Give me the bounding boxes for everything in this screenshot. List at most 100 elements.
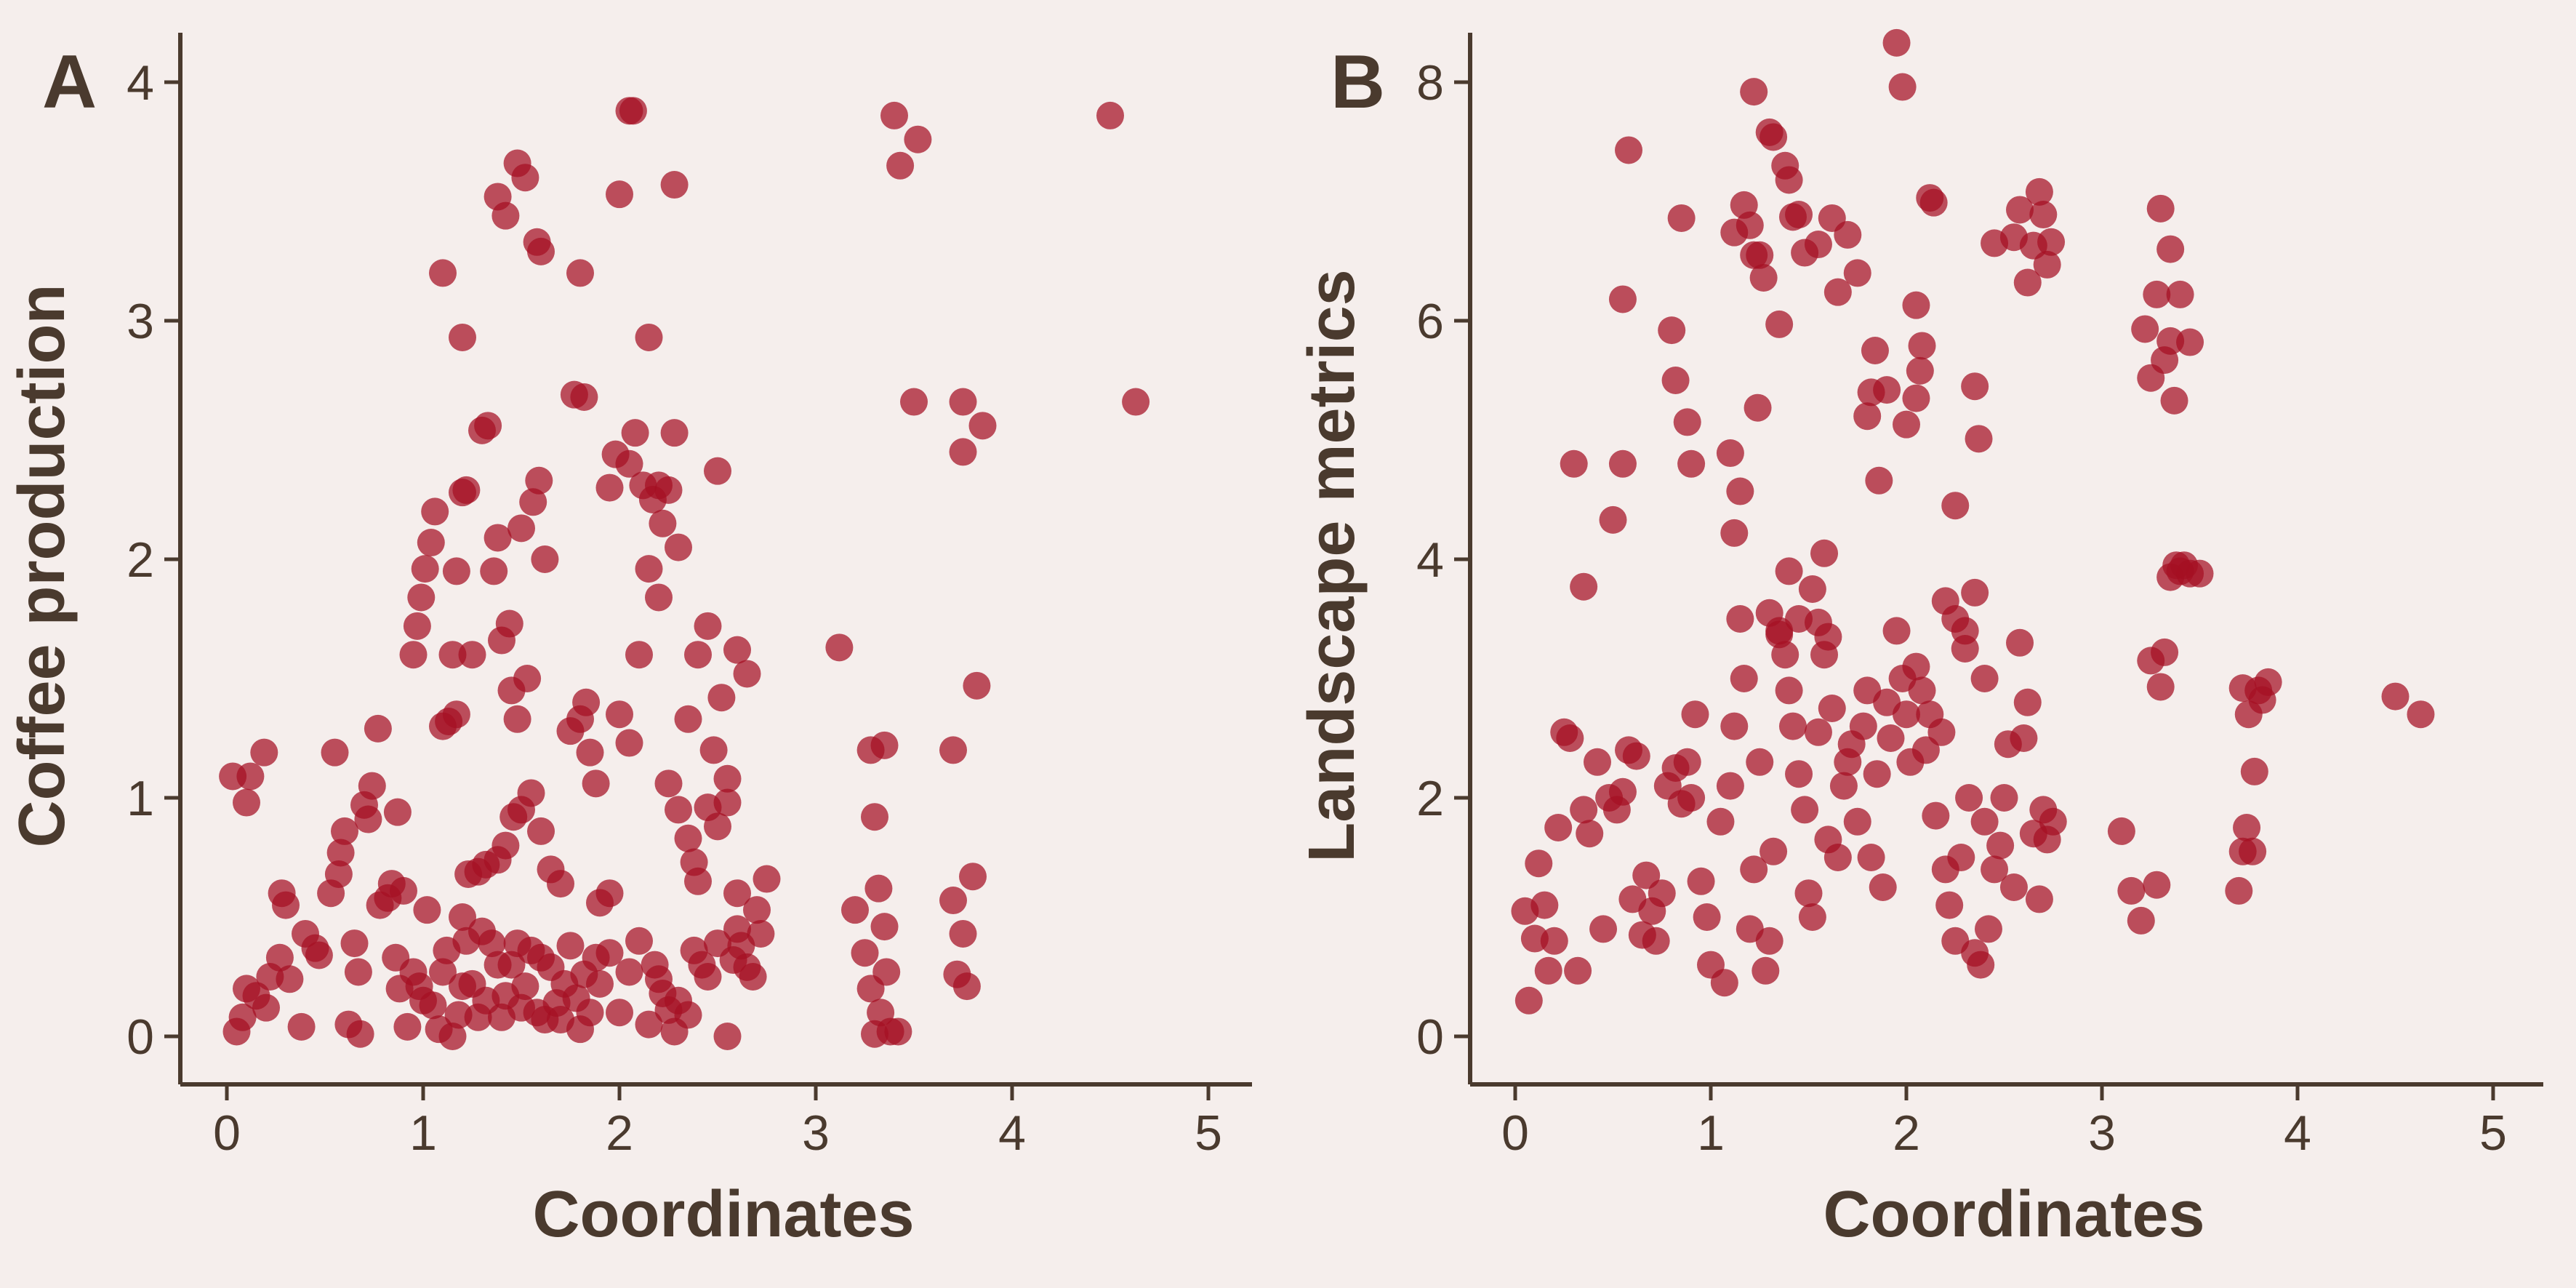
data-point [1765, 620, 1794, 649]
x-axis-title: Coordinates [1823, 1178, 2204, 1251]
data-point [2160, 386, 2188, 415]
x-tick-label: 1 [409, 1105, 437, 1161]
data-point [1530, 891, 1559, 919]
data-point [2117, 876, 2146, 905]
data-point [1843, 807, 1871, 836]
data-point [1823, 278, 1852, 306]
data-point [704, 457, 731, 485]
data-point [566, 259, 594, 287]
data-point [358, 772, 386, 800]
data-point [2146, 194, 2175, 223]
data-point [2186, 559, 2214, 588]
data-point [1857, 844, 1885, 871]
data-point [606, 999, 633, 1027]
data-point [1981, 855, 2009, 884]
data-point [1716, 772, 1744, 800]
data-point [2166, 280, 2194, 308]
data-point [2025, 177, 2053, 206]
data-point [1775, 676, 1803, 705]
data-point [674, 705, 702, 733]
data-point [576, 999, 604, 1027]
data-point [503, 705, 531, 733]
data-point [1941, 605, 1970, 633]
data-point [272, 891, 300, 919]
data-point [939, 887, 967, 915]
data-point [665, 796, 692, 824]
data-point [1720, 712, 1749, 740]
y-tick-label: 6 [1416, 294, 1444, 349]
data-point [1648, 879, 1676, 908]
data-point [1677, 784, 1706, 812]
x-tick-label: 3 [2088, 1105, 2116, 1161]
data-point [340, 929, 369, 958]
data-point [952, 972, 981, 1001]
data-point [1740, 78, 1768, 106]
data-point [1778, 712, 1807, 740]
data-point [1818, 695, 1846, 722]
data-point [707, 684, 736, 712]
data-point [480, 557, 508, 585]
data-point [2176, 328, 2204, 356]
data-point [1955, 784, 1983, 812]
data-point [2127, 906, 2155, 935]
data-point [1865, 466, 1893, 495]
x-tick-label: 5 [1195, 1105, 1222, 1161]
data-point [1608, 285, 1637, 313]
data-point [694, 612, 722, 640]
data-point [233, 788, 260, 817]
data-point [1893, 410, 1920, 439]
data-point [1681, 700, 1709, 729]
data-point [474, 412, 502, 440]
data-point [407, 583, 436, 612]
data-point [870, 913, 899, 941]
data-point [442, 700, 470, 729]
data-point [2107, 817, 2135, 845]
data-point [399, 641, 428, 669]
data-point [1608, 449, 1637, 478]
data-point [429, 259, 457, 287]
data-point [586, 969, 614, 998]
data-point [511, 164, 539, 192]
data-point [1589, 915, 1618, 943]
data-point [904, 125, 932, 153]
data-point [2039, 807, 2067, 836]
data-point [713, 1023, 742, 1050]
data-point [694, 963, 722, 991]
data-point [495, 609, 523, 638]
data-point [2033, 250, 2061, 279]
data-point [1902, 384, 1930, 412]
data-point [411, 555, 439, 583]
data-point [743, 896, 771, 924]
data-point [1922, 801, 1950, 830]
data-point [438, 1023, 467, 1050]
data-point [1760, 123, 1788, 151]
data-point [713, 764, 742, 793]
data-point [1849, 712, 1877, 740]
data-point [2013, 688, 2042, 716]
data-point [1834, 220, 1862, 249]
data-point [2225, 876, 2253, 905]
data-point [1096, 101, 1124, 129]
y-tick-label: 4 [127, 55, 154, 111]
y-axis-title: Coffee production [6, 284, 79, 848]
data-point [870, 731, 899, 759]
data-point [572, 688, 601, 716]
data-point [497, 951, 526, 979]
data-point [625, 641, 653, 669]
data-point [1514, 986, 1543, 1015]
data-point [1525, 849, 1553, 878]
data-point [621, 419, 649, 447]
data-point [615, 958, 643, 986]
x-tick-label: 2 [606, 1105, 633, 1161]
data-point [429, 958, 457, 986]
data-point [1785, 201, 1813, 229]
data-point [438, 641, 467, 669]
data-point [2029, 201, 2058, 229]
data-point [1970, 807, 1999, 836]
data-point [625, 927, 653, 955]
data-point [1941, 492, 1970, 520]
data-point [1746, 748, 1774, 776]
data-point [511, 972, 539, 1001]
data-point [1599, 505, 1627, 534]
data-point [537, 855, 565, 884]
